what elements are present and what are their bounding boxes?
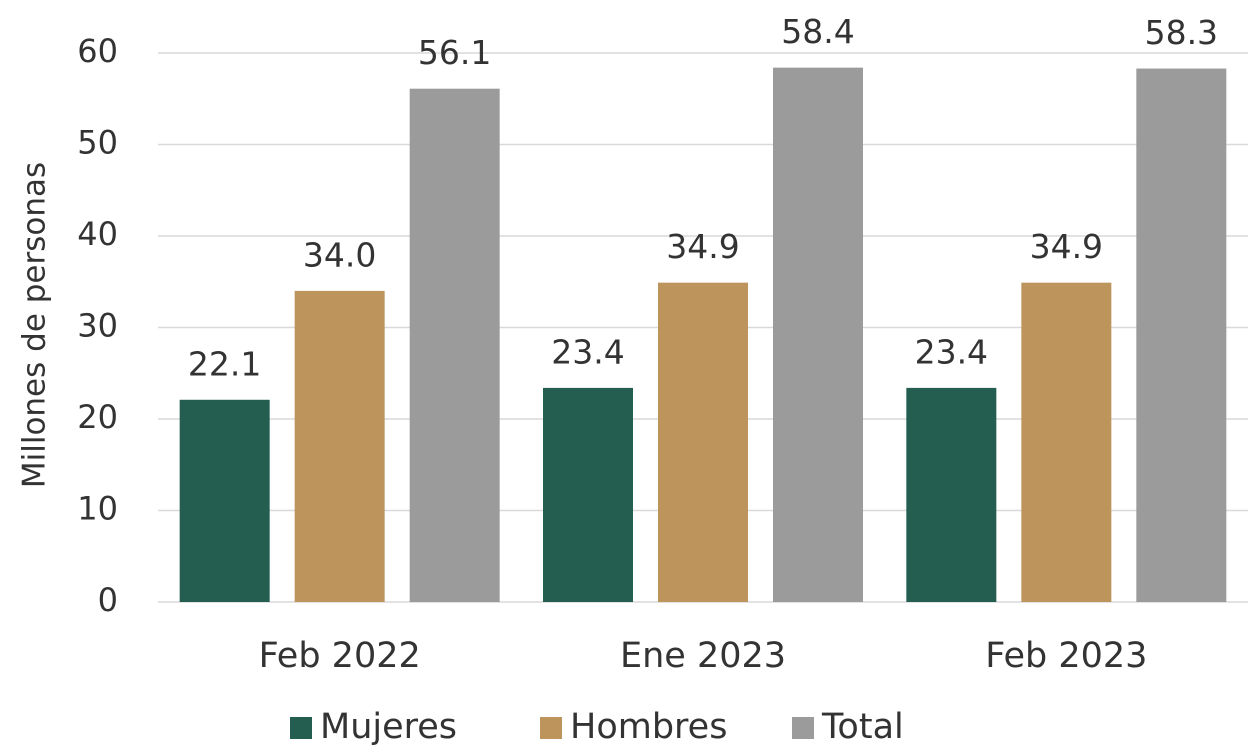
legend-label: Hombres (570, 707, 727, 747)
y-tick-label: 60 (77, 32, 118, 70)
x-tick-label: Ene 2023 (620, 636, 786, 676)
y-tick-label: 20 (77, 398, 118, 436)
data-label: 23.4 (551, 332, 624, 371)
x-tick-label: Feb 2022 (259, 636, 421, 676)
data-label: 34.9 (1030, 227, 1103, 266)
y-tick-label: 10 (77, 490, 118, 528)
data-label: 58.4 (781, 12, 854, 51)
data-label: 34.9 (666, 227, 739, 266)
data-label: 58.3 (1145, 13, 1218, 52)
y-tick-label: 40 (77, 215, 118, 253)
legend-label: Mujeres (320, 707, 457, 747)
bar (409, 88, 500, 602)
legend-label: Total (821, 707, 904, 747)
y-tick-label: 0 (98, 581, 118, 619)
data-label: 56.1 (418, 33, 491, 72)
x-tick-label: Feb 2023 (985, 636, 1147, 676)
bar (906, 387, 997, 602)
y-tick-label: 30 (77, 307, 118, 345)
data-label: 23.4 (915, 332, 988, 371)
bar (294, 290, 385, 602)
legend-swatch (792, 717, 814, 739)
data-label: 34.0 (303, 235, 376, 274)
bar (658, 282, 748, 602)
bar (543, 387, 633, 602)
legend-swatch (290, 717, 312, 739)
bar (1021, 282, 1112, 602)
bar (1136, 68, 1227, 603)
bar (179, 399, 270, 602)
legend-swatch (540, 717, 562, 739)
bar (773, 67, 863, 602)
y-tick-label: 50 (77, 124, 118, 162)
data-label: 22.1 (188, 344, 261, 383)
y-axis-title: Millones de personas (17, 162, 53, 488)
